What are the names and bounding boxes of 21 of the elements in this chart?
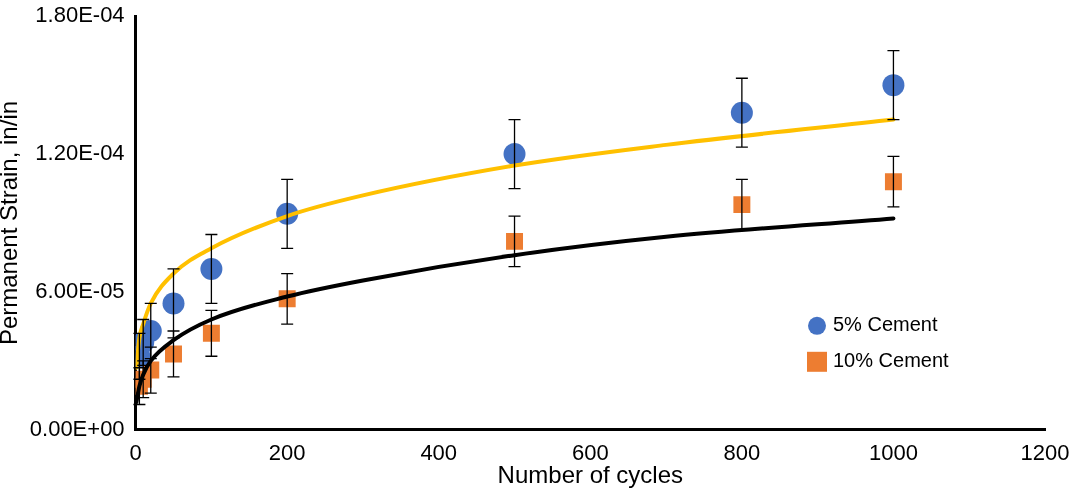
point	[506, 232, 524, 250]
x-tick-label: 0	[129, 440, 142, 466]
legend-label: 5% Cement	[833, 313, 938, 336]
point	[503, 143, 526, 166]
x-tick-label: 200	[268, 440, 306, 466]
y-axis-title: Permanent Strain, in/in	[0, 100, 23, 346]
point	[200, 257, 223, 280]
x-tick-label: 1200	[1020, 440, 1070, 466]
y-tick-label: 1.20E-04	[35, 140, 125, 166]
x-tick-label: 800	[723, 440, 761, 466]
point	[884, 173, 902, 191]
y-tick-label: 6.00E-05	[35, 278, 125, 303]
point	[162, 292, 185, 315]
y-tick-label: 0.00E+00	[29, 415, 125, 441]
legend-label: 10% Cement	[833, 349, 950, 372]
point	[202, 324, 220, 342]
point	[165, 345, 182, 363]
x-tick-label: 400	[420, 440, 458, 466]
x-tick-label: 1000	[868, 440, 918, 466]
y-tick-label: 1.80E-04	[35, 2, 125, 28]
point	[882, 74, 905, 97]
